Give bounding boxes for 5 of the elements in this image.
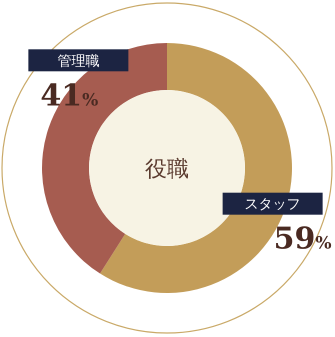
slice-label: 管理職 bbox=[57, 53, 100, 70]
text: 役職 bbox=[145, 157, 189, 182]
donut-slice bbox=[42, 43, 167, 274]
data-label: 59% bbox=[274, 222, 332, 257]
slice-label: スタッフ bbox=[244, 196, 301, 213]
